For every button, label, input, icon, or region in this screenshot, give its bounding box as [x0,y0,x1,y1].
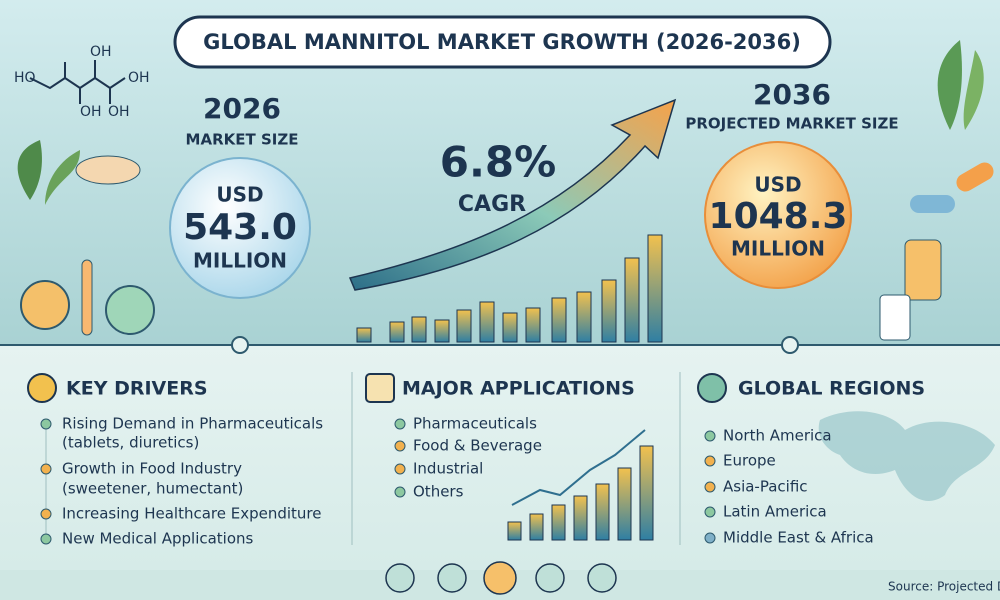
driver-text: Rising Demand in Pharmaceuticals [62,415,323,433]
region: Europe [723,452,776,470]
world-map [818,411,995,501]
bullet [40,508,52,520]
region: Middle East & Africa [723,529,874,547]
end-bubble [704,141,852,289]
growth-value: 6.8% [440,138,556,187]
bullet [704,455,716,467]
atom-label: OH [108,104,130,120]
start-currency: USD [216,183,263,207]
decor-left [17,140,155,336]
region: North America [723,427,832,445]
atom-label: OH [80,104,102,120]
end-currency: USD [754,173,801,197]
bottom-panel [0,345,1000,570]
title-pill [173,15,832,69]
end-year: 2036 [753,78,831,111]
drivers-title: KEY DRIVERS [66,378,208,400]
application: Industrial [413,460,483,478]
footer-icons [385,561,617,595]
driver-text: New Medical Applications [62,530,254,548]
driver-sub: (sweetener, humectant) [62,480,243,498]
application: Others [413,483,464,501]
driver-sub: (tablets, diuretics) [62,434,199,452]
atom-label: HO [14,70,36,86]
growth-bars [356,234,663,343]
regions-title: GLOBAL REGIONS [738,378,925,400]
regions-icon [697,373,727,403]
bullet [704,430,716,442]
applications-title: MAJOR APPLICATIONS [402,378,635,400]
source: Source: Projected D [888,580,1000,594]
driver-text: Increasing Healthcare Expenditure [62,505,322,523]
bullet [40,418,52,430]
bullet [394,440,406,452]
atom-label: OH [128,70,150,86]
growth-label: CAGR [458,192,526,217]
application: Pharmaceuticals [413,415,537,433]
decor-right [879,40,994,341]
applications-chart [507,429,654,541]
bullet [394,486,406,498]
end-label: PROJECTED MARKET SIZE [685,115,898,133]
bullet [704,481,716,493]
bullet [394,418,406,430]
applications-icon [365,373,395,403]
bullet [40,463,52,475]
start-label: MARKET SIZE [186,131,299,149]
start-value: 543.0 [183,207,297,248]
title: GLOBAL MANNITOL MARKET GROWTH (2026-2036… [203,30,801,54]
end-unit: MILLION [731,237,825,261]
end-value: 1048.3 [709,196,848,237]
bullet [394,463,406,475]
application: Food & Beverage [413,437,542,455]
region: Asia-Pacific [723,478,808,496]
bullet [704,532,716,544]
atom-label: OH [90,44,112,60]
start-unit: MILLION [193,249,287,273]
region: Latin America [723,503,827,521]
molecule [29,60,126,104]
drivers-icon [27,373,57,403]
node [231,336,249,354]
node [781,336,799,354]
bullet [704,506,716,518]
start-year: 2026 [203,92,281,125]
bullet [40,533,52,545]
driver-text: Growth in Food Industry [62,460,242,478]
growth-arrow [348,98,677,291]
start-bubble [169,157,311,299]
